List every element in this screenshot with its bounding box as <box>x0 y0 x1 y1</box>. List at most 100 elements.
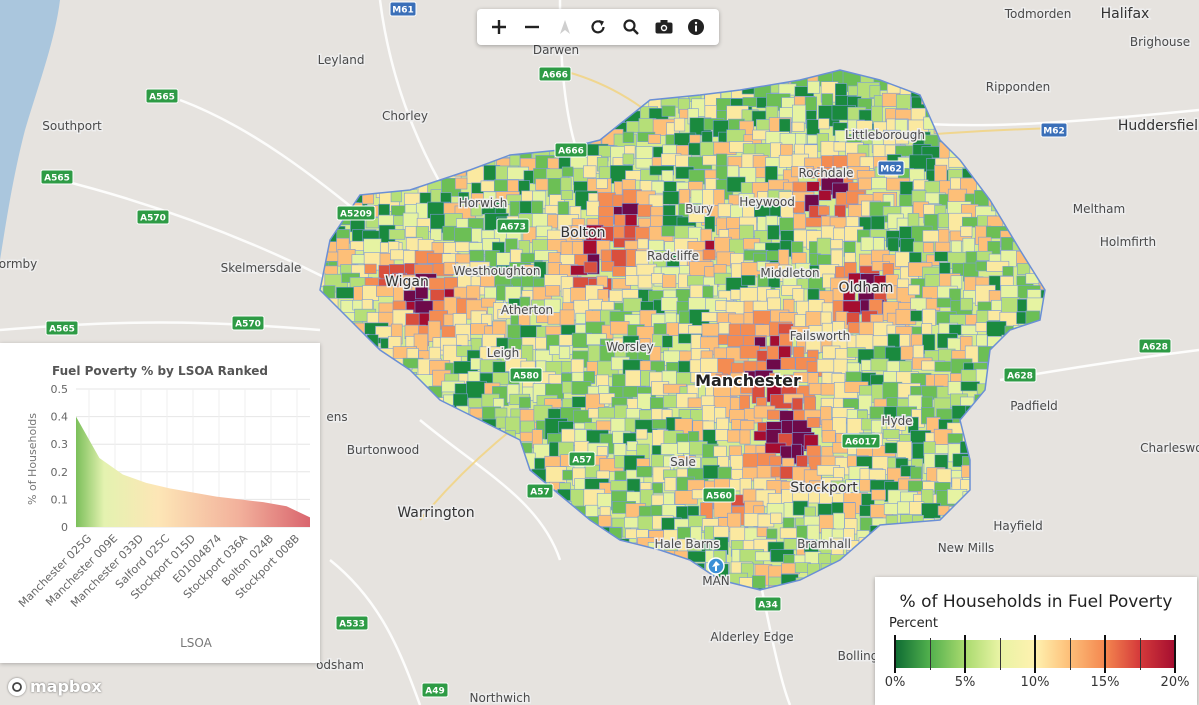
lsoa-polygon[interactable] <box>649 553 674 570</box>
lsoa-polygon[interactable] <box>354 528 365 548</box>
lsoa-polygon[interactable] <box>625 248 638 269</box>
lsoa-polygon[interactable] <box>432 529 448 550</box>
lsoa-polygon[interactable] <box>366 564 389 578</box>
lsoa-polygon[interactable] <box>909 59 924 68</box>
lsoa-polygon[interactable] <box>882 526 905 546</box>
lsoa-polygon[interactable] <box>703 60 722 80</box>
lsoa-polygon[interactable] <box>998 170 1011 189</box>
lsoa-polygon[interactable] <box>960 72 985 87</box>
lsoa-polygon[interactable] <box>547 408 562 419</box>
lsoa-polygon[interactable] <box>887 237 899 252</box>
lsoa-polygon[interactable] <box>479 574 492 590</box>
lsoa-polygon[interactable] <box>378 585 391 596</box>
lsoa-polygon[interactable] <box>323 530 340 550</box>
lsoa-polygon[interactable] <box>1052 538 1069 558</box>
lsoa-polygon[interactable] <box>570 358 585 374</box>
lsoa-polygon[interactable] <box>326 469 351 489</box>
lsoa-polygon[interactable] <box>767 273 781 288</box>
lsoa-polygon[interactable] <box>998 180 1015 202</box>
lsoa-polygon[interactable] <box>380 132 397 149</box>
lsoa-polygon[interactable] <box>390 482 415 497</box>
lsoa-polygon[interactable] <box>1030 216 1042 232</box>
lsoa-polygon[interactable] <box>471 97 490 112</box>
lsoa-polygon[interactable] <box>1038 143 1049 158</box>
lsoa-polygon[interactable] <box>298 130 316 144</box>
lsoa-polygon[interactable] <box>755 551 771 562</box>
lsoa-polygon[interactable] <box>521 109 547 127</box>
lsoa-polygon[interactable] <box>583 165 597 179</box>
lsoa-polygon[interactable] <box>470 529 488 549</box>
lsoa-polygon[interactable] <box>715 587 740 605</box>
lsoa-polygon[interactable] <box>419 458 434 473</box>
lsoa-polygon[interactable] <box>795 132 807 146</box>
lsoa-polygon[interactable] <box>999 502 1021 516</box>
lsoa-polygon[interactable] <box>544 553 564 568</box>
lsoa-polygon[interactable] <box>770 512 783 524</box>
lsoa-polygon[interactable] <box>323 503 345 516</box>
lsoa-polygon[interactable] <box>314 204 333 219</box>
lsoa-polygon[interactable] <box>432 469 449 481</box>
lsoa-polygon[interactable] <box>325 539 337 554</box>
lsoa-polygon[interactable] <box>688 142 702 156</box>
lsoa-polygon[interactable] <box>613 71 635 82</box>
lsoa-polygon[interactable] <box>807 80 820 94</box>
lsoa-polygon[interactable] <box>561 166 574 177</box>
lsoa-polygon[interactable] <box>405 386 430 404</box>
lsoa-polygon[interactable] <box>974 478 999 500</box>
lsoa-polygon[interactable] <box>303 322 325 340</box>
lsoa-polygon[interactable] <box>324 108 341 120</box>
lsoa-polygon[interactable] <box>1011 189 1035 207</box>
lsoa-polygon[interactable] <box>961 143 980 163</box>
lsoa-polygon[interactable] <box>952 131 966 149</box>
lsoa-polygon[interactable] <box>402 590 413 607</box>
lsoa-polygon[interactable] <box>376 491 400 502</box>
lsoa-polygon[interactable] <box>402 129 413 142</box>
lsoa-polygon[interactable] <box>341 588 353 599</box>
lsoa-polygon[interactable] <box>1024 107 1037 124</box>
lsoa-polygon[interactable] <box>947 70 963 85</box>
lsoa-polygon[interactable] <box>701 311 718 322</box>
lsoa-polygon[interactable] <box>637 274 653 289</box>
lsoa-polygon[interactable] <box>480 141 499 158</box>
lsoa-polygon[interactable] <box>740 420 755 431</box>
lsoa-polygon[interactable] <box>453 540 478 554</box>
lsoa-polygon[interactable] <box>1053 434 1072 445</box>
lsoa-polygon[interactable] <box>508 96 524 108</box>
lsoa-polygon[interactable] <box>327 349 348 360</box>
lsoa-polygon[interactable] <box>816 237 832 255</box>
mapbox-logo[interactable]: mapbox <box>8 677 102 696</box>
lsoa-polygon[interactable] <box>548 576 566 591</box>
lsoa-polygon[interactable] <box>975 429 994 447</box>
lsoa-polygon[interactable] <box>480 108 497 120</box>
lsoa-polygon[interactable] <box>427 107 446 125</box>
lsoa-polygon[interactable] <box>505 105 523 127</box>
lsoa-polygon[interactable] <box>337 374 353 394</box>
lsoa-polygon[interactable] <box>962 109 974 123</box>
lsoa-polygon[interactable] <box>442 466 459 477</box>
lsoa-polygon[interactable] <box>1025 140 1047 152</box>
lsoa-polygon[interactable] <box>533 537 546 559</box>
lsoa-polygon[interactable] <box>402 478 423 489</box>
lsoa-polygon[interactable] <box>583 578 598 594</box>
lsoa-polygon[interactable] <box>341 551 355 569</box>
lsoa-polygon[interactable] <box>793 213 807 230</box>
lsoa-polygon[interactable] <box>806 181 820 192</box>
lsoa-polygon[interactable] <box>353 109 365 131</box>
lsoa-polygon[interactable] <box>337 503 355 524</box>
lsoa-polygon[interactable] <box>663 492 675 506</box>
lsoa-polygon[interactable] <box>1026 230 1039 244</box>
lsoa-polygon[interactable] <box>338 468 361 487</box>
lsoa-polygon[interactable] <box>361 133 373 147</box>
lsoa-polygon[interactable] <box>899 527 919 545</box>
lsoa-polygon[interactable] <box>380 527 401 547</box>
lsoa-polygon[interactable] <box>1028 345 1052 358</box>
lsoa-polygon[interactable] <box>1041 336 1054 348</box>
lsoa-polygon[interactable] <box>519 117 533 135</box>
lsoa-polygon[interactable] <box>546 502 561 514</box>
lsoa-polygon[interactable] <box>1017 106 1031 123</box>
lsoa-polygon[interactable] <box>613 95 625 107</box>
lsoa-polygon[interactable] <box>440 404 455 418</box>
lsoa-polygon[interactable] <box>505 552 527 569</box>
lsoa-polygon[interactable] <box>415 489 438 503</box>
lsoa-polygon[interactable] <box>847 561 863 576</box>
